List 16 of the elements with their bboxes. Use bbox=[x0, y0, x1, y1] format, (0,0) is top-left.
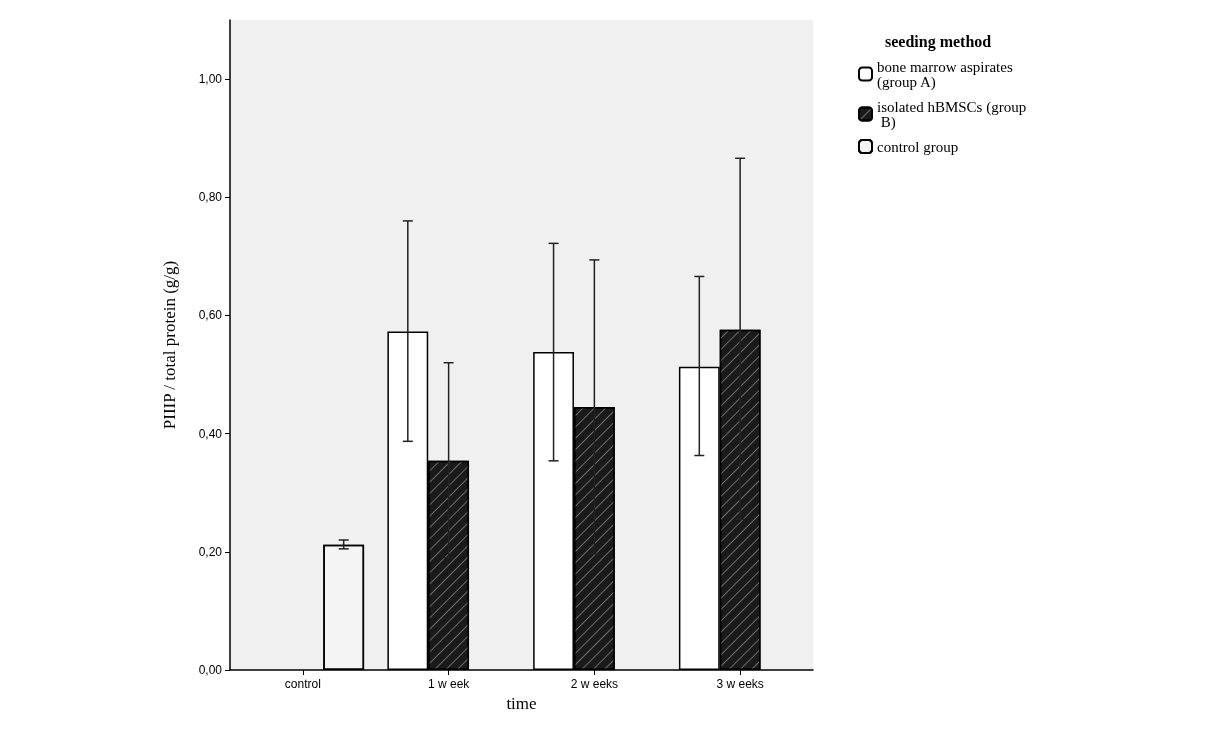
y-tick-label: 1,00 bbox=[198, 72, 223, 87]
y-tick-label: 0,40 bbox=[198, 426, 223, 441]
legend-label: isolated hBMSCs (group B) bbox=[877, 98, 1027, 131]
y-tick-label: 0,00 bbox=[198, 663, 223, 677]
x-tick-label: 3 w eeks bbox=[716, 677, 764, 691]
legend-label: bone marrow aspirates (group A) bbox=[877, 58, 1017, 91]
legend-title: seeding method bbox=[885, 32, 992, 51]
y-tick-label: 0,80 bbox=[198, 190, 223, 205]
legend-label: control group bbox=[877, 138, 959, 155]
y-axis-title: PIIIP / total protein (g/g) bbox=[160, 260, 179, 430]
y-tick-label: 0,60 bbox=[198, 308, 223, 323]
x-tick-label: control bbox=[284, 677, 321, 691]
x-tick-label: 1 w eek bbox=[427, 677, 471, 691]
y-tick-label: 0,20 bbox=[198, 544, 223, 559]
x-axis-title: time bbox=[506, 693, 537, 713]
x-tick-label: 2 w eeks bbox=[570, 677, 619, 691]
